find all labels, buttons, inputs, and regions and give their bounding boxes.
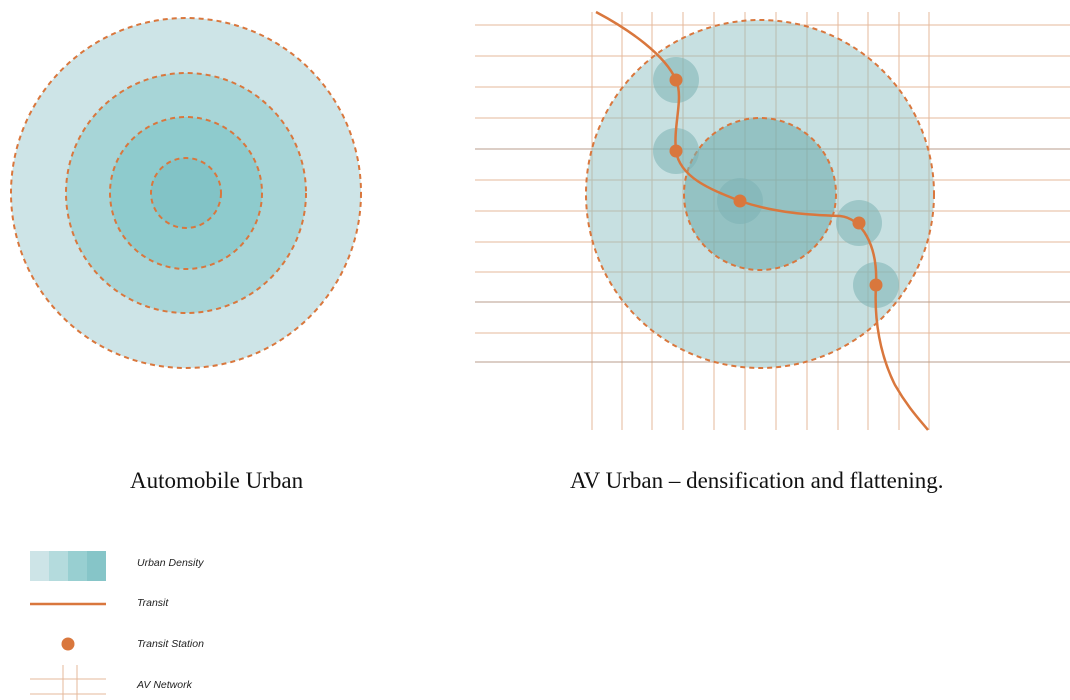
automobile-urban-rings [10, 17, 362, 369]
legend-label-transit-station: Transit Station [137, 638, 204, 650]
transit-station [852, 216, 866, 230]
transit-station [733, 194, 747, 208]
legend-label-transit: Transit [137, 597, 169, 609]
transit-station [869, 278, 883, 292]
legend-av-network-grid [30, 665, 106, 700]
transit-station [669, 144, 683, 158]
station-halos [653, 57, 899, 308]
av-urban-diagram [475, 10, 1070, 431]
legend-label-urban-density: Urban Density [137, 557, 204, 569]
legend-label-av-network: AV Network [137, 679, 192, 691]
legend-symbols [30, 551, 106, 700]
legend-transit-station-dot [61, 637, 75, 651]
density-ring-core [150, 157, 222, 229]
caption-automobile-urban: Automobile Urban [130, 468, 304, 493]
transit-stations [669, 73, 883, 292]
caption-av-urban: AV Urban – densification and flattening. [570, 468, 944, 493]
transit-station [669, 73, 683, 87]
legend-urban-density-swatch [30, 551, 106, 581]
